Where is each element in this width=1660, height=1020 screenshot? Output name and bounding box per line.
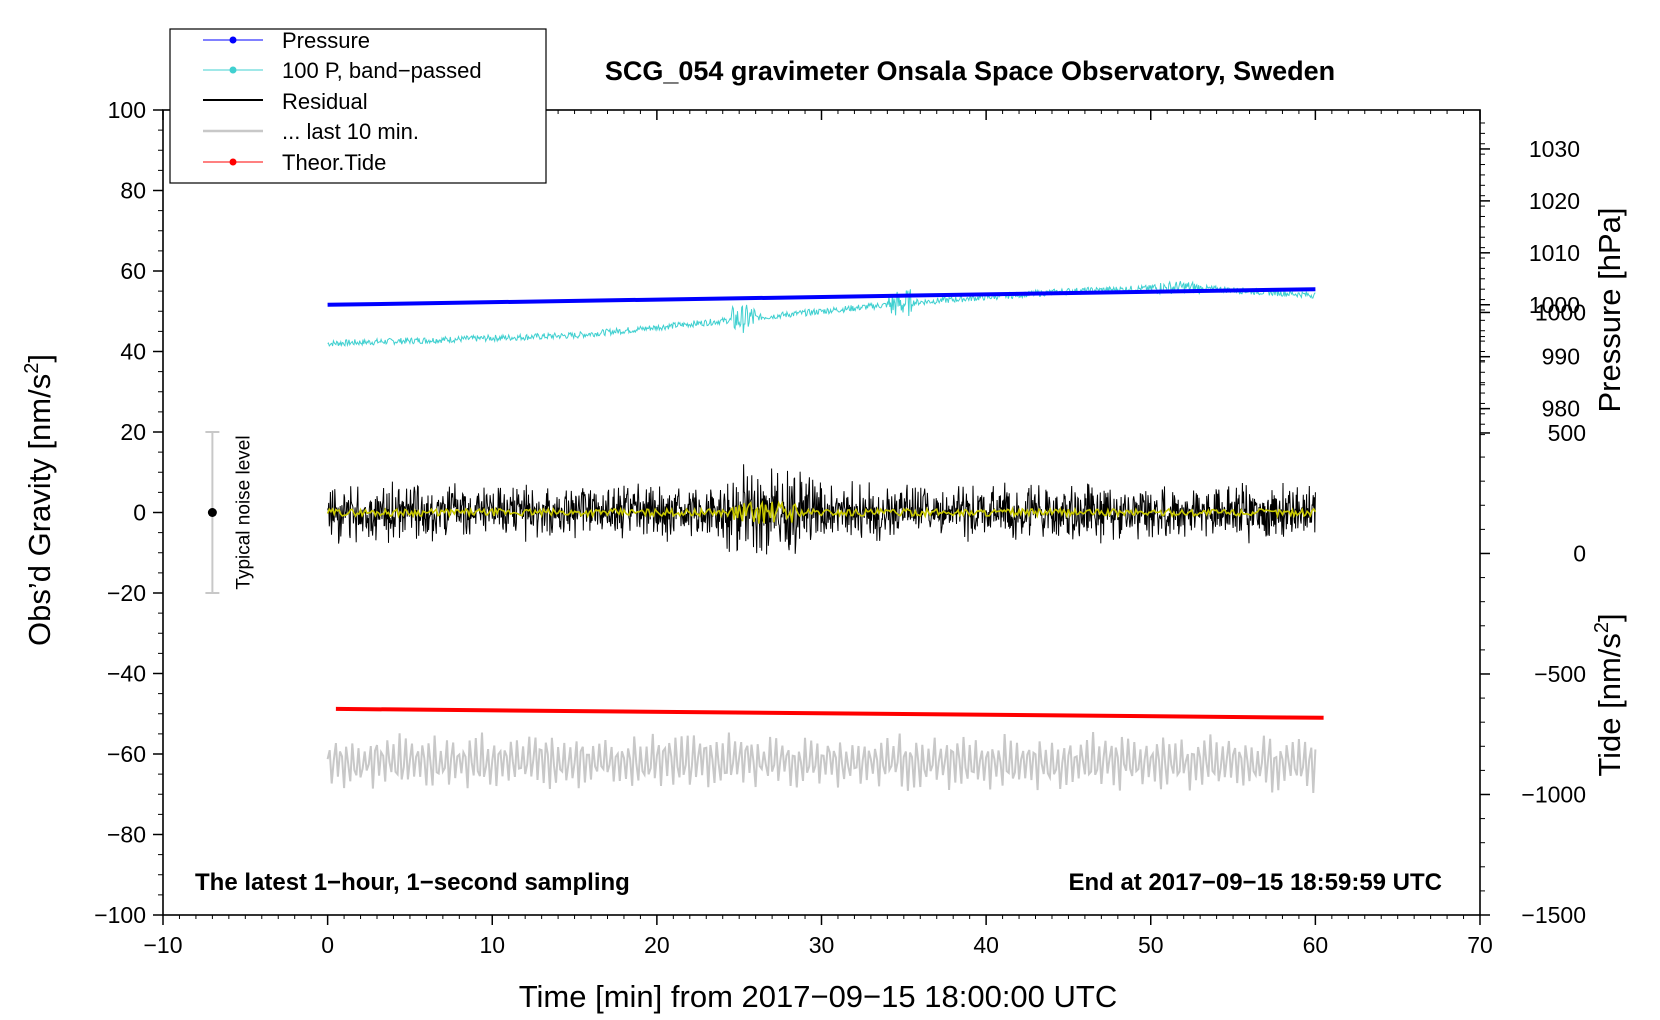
legend-box bbox=[169, 28, 547, 184]
x-tick-label-1: 0 bbox=[321, 932, 334, 958]
legend-marker-tide bbox=[229, 158, 237, 166]
x-tick-label-6: 50 bbox=[1138, 932, 1164, 958]
tide-label-text: Tide [nm/s bbox=[1592, 633, 1627, 777]
x-tick-label-4: 30 bbox=[809, 932, 835, 958]
pressure-tick-label-5: 1030 bbox=[1529, 136, 1580, 162]
y-tick-label-1: −80 bbox=[107, 822, 146, 848]
series-theoretical-tide bbox=[335, 706, 1324, 720]
y-tick-label-10: 100 bbox=[108, 97, 146, 123]
pressure-tick-label-4: 1020 bbox=[1529, 188, 1580, 214]
x-tick-label-3: 20 bbox=[644, 932, 670, 958]
legend: Pressure 100 P, band−passed Residual ...… bbox=[169, 28, 547, 184]
noise-bar-point bbox=[207, 508, 217, 517]
legend-marker-bandpassed bbox=[229, 66, 237, 74]
y-tick-label-4: −20 bbox=[107, 580, 146, 606]
series-moving-average bbox=[326, 500, 1317, 524]
y-tick-label-2: −60 bbox=[107, 741, 146, 767]
tide-tick-label-4: 500 bbox=[1548, 420, 1586, 446]
y-tick-label-9: 80 bbox=[120, 178, 146, 204]
series-last-10-min bbox=[326, 732, 1317, 794]
pressure-tick-label-2: 1000 bbox=[1529, 292, 1580, 318]
annotation-end-time: End at 2017−09−15 18:59:59 UTC bbox=[1068, 869, 1442, 896]
tide-tick-label-2: −500 bbox=[1534, 661, 1586, 687]
x-tick-label-7: 60 bbox=[1303, 932, 1329, 958]
y-axis-label-pressure: Pressure [hPa] bbox=[1592, 207, 1627, 412]
x-tick-label-2: 10 bbox=[479, 932, 505, 958]
series-bandpassed-pressure bbox=[327, 280, 1316, 348]
y-axis-label-text: Obs’d Gravity [nm/s bbox=[22, 374, 57, 646]
y-axis-label-sup: 2 bbox=[21, 363, 43, 374]
legend-label-residual: Residual bbox=[282, 89, 368, 114]
y-axis-label-gravity: Obs’d Gravity [nm/s2] bbox=[21, 354, 57, 646]
x-axis-label: Time [min] from 2017−09−15 18:00:00 UTC bbox=[519, 979, 1118, 1014]
annotation-sampling: The latest 1−hour, 1−second sampling bbox=[195, 869, 630, 896]
x-tick-label-5: 40 bbox=[973, 932, 999, 958]
x-tick-label-8: 70 bbox=[1467, 932, 1493, 958]
legend-label-last10: ... last 10 min. bbox=[282, 119, 419, 144]
y-tick-label-3: −40 bbox=[107, 661, 146, 687]
y-axis-label-tide: Tide [nm/s2] bbox=[1591, 613, 1627, 776]
tide-tick-label-1: −1000 bbox=[1521, 781, 1586, 807]
y-tick-label-7: 40 bbox=[120, 339, 146, 365]
chart-title: SCG_054 gravimeter Onsala Space Observat… bbox=[605, 56, 1335, 86]
y-tick-label-6: 20 bbox=[120, 419, 146, 445]
legend-label-bandpassed: 100 P, band−passed bbox=[282, 58, 482, 83]
series-residual bbox=[327, 464, 1316, 555]
tide-tick-label-0: −1500 bbox=[1521, 902, 1586, 928]
noise-bar-label: Typical noise level bbox=[233, 435, 254, 589]
plot-area bbox=[326, 280, 1324, 794]
y-tick-label-0: −100 bbox=[94, 902, 146, 928]
pressure-tick-label-0: 980 bbox=[1542, 396, 1580, 422]
x-tick-label-0: −10 bbox=[143, 932, 182, 958]
tide-label-sup: 2 bbox=[1591, 622, 1613, 633]
legend-label-tide: Theor.Tide bbox=[282, 150, 386, 175]
legend-label-pressure: Pressure bbox=[282, 28, 370, 53]
y-tick-label-8: 60 bbox=[120, 258, 146, 284]
y-axis-label-end: ] bbox=[22, 354, 57, 363]
axes: −10 0 10 20 30 40 50 60 70−100−80−60−40−20020406… bbox=[94, 97, 1586, 958]
legend-marker-pressure bbox=[229, 36, 237, 44]
y-tick-label-5: 0 bbox=[133, 500, 146, 526]
pressure-tick-label-1: 990 bbox=[1542, 344, 1580, 370]
tide-tick-label-5: 1000 bbox=[1535, 299, 1586, 325]
pressure-tick-label-3: 1010 bbox=[1529, 240, 1580, 266]
tide-label-end: ] bbox=[1592, 613, 1627, 622]
noise-bar: Typical noise level bbox=[205, 431, 254, 594]
series-pressure bbox=[327, 287, 1316, 307]
tide-tick-label-3: 0 bbox=[1573, 540, 1586, 566]
